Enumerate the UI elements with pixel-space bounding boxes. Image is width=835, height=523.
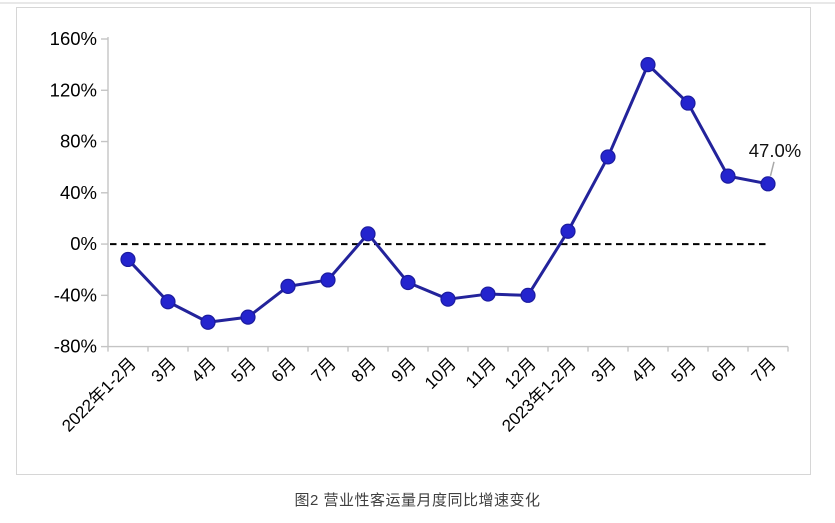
data-point xyxy=(120,251,136,268)
data-point xyxy=(440,291,456,307)
x-tick-label: 3月 xyxy=(148,354,180,386)
x-tick-label: 11月 xyxy=(462,354,500,392)
data-point xyxy=(480,286,496,302)
data-point xyxy=(600,149,616,165)
data-point xyxy=(680,95,696,111)
x-tick-label: 7月 xyxy=(308,354,340,386)
x-tick-label: 4月 xyxy=(628,354,660,386)
data-point xyxy=(560,223,576,239)
data-point xyxy=(400,274,416,291)
data-point xyxy=(240,309,256,325)
y-tick-label: 120% xyxy=(50,79,97,100)
data-point xyxy=(320,272,336,288)
figure-caption: 图2 营业性客运量月度同比增速变化 xyxy=(294,492,541,509)
y-tick-label: -80% xyxy=(54,336,97,357)
data-point xyxy=(760,176,776,192)
y-tick-label: 80% xyxy=(60,131,97,152)
x-tick-label: 5月 xyxy=(668,354,700,386)
x-tick-label: 10月 xyxy=(421,354,460,393)
y-tick-label: -40% xyxy=(54,284,97,305)
x-tick-label: 2023年1-2月 xyxy=(498,354,580,436)
y-tick-label: 40% xyxy=(60,182,97,203)
top-divider xyxy=(0,2,835,4)
x-tick-label: 3月 xyxy=(588,354,620,386)
x-tick-label: 7月 xyxy=(748,354,780,386)
x-tick-label: 6月 xyxy=(708,354,740,386)
data-point xyxy=(720,168,736,184)
data-point xyxy=(160,294,176,310)
y-tick-label: 0% xyxy=(70,233,97,254)
annotation-label: 47.0% xyxy=(749,140,801,161)
annotation-leader xyxy=(769,161,775,177)
chart-frame: 160% 120% 80% 40% 0% -40% -80% 2022年1-2月 3月 4月 5月 6… xyxy=(16,7,811,475)
line-chart: 160%120%80%40%0%-40%-80%2022年1-2月 3月 4月 5月 6… xyxy=(50,28,802,436)
data-point xyxy=(280,278,296,294)
data-point xyxy=(640,57,656,73)
x-tick-label: 8月 xyxy=(348,354,380,386)
x-tick-label: 5月 xyxy=(228,354,260,386)
x-tick-label: 4月 xyxy=(188,354,220,386)
data-point xyxy=(520,287,536,303)
data-point xyxy=(200,314,216,330)
data-point xyxy=(360,226,376,242)
x-tick-label: 2022年1-2月 xyxy=(58,354,140,436)
x-tick-label: 6月 xyxy=(268,354,300,386)
y-tick-label: 160% xyxy=(50,28,97,49)
x-tick-label: 9月 xyxy=(388,354,420,386)
series-line xyxy=(126,63,769,324)
